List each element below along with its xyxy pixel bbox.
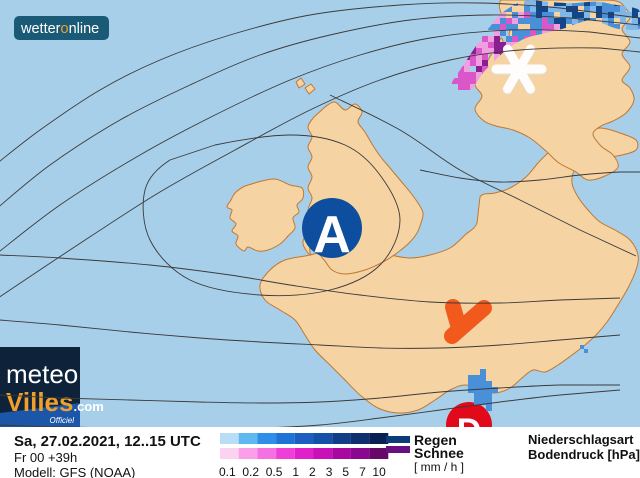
svg-text:A: A	[313, 206, 351, 264]
svg-text:Villes.com: Villes.com	[6, 387, 104, 417]
svg-text:meteo: meteo	[6, 359, 78, 389]
svg-text:wetteronline: wetteronline	[20, 21, 99, 37]
svg-text:Officiel: Officiel	[50, 416, 75, 425]
